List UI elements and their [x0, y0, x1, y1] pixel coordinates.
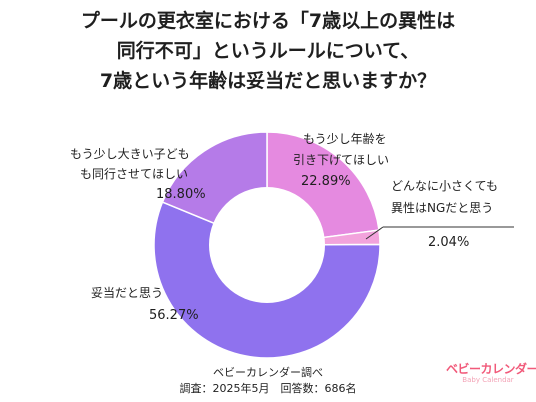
- value-lower-age: 22.89%: [301, 174, 351, 189]
- logo-sub-text: Baby Calendar: [462, 376, 514, 384]
- title-line-3: 7歳という年齢は妥当だと思いますか？: [99, 70, 437, 92]
- label-appropriate: 妥当だと思う: [91, 286, 163, 300]
- label-lower-age-line-1: もう少し年齢を: [303, 131, 387, 146]
- label-lower-age-line-2: 引き下げてほしい: [293, 153, 389, 167]
- value-ng: 2.04%: [428, 235, 469, 250]
- donut-hole: [209, 187, 325, 303]
- chart-title: プールの更衣室における「7歳以上の異性は 同行不可」というルールについて、 7歳…: [0, 6, 536, 96]
- brand-logo: ベビーカレンダー Baby Calendar: [446, 360, 536, 384]
- title-line-1: プールの更衣室における「7歳以上の異性は: [80, 10, 456, 32]
- label-older-line-1: もう少し大きい子ども: [70, 147, 190, 161]
- survey-text: 調査：2025年5月 回答数：686名: [179, 382, 357, 395]
- label-older-line-2: も同行させてほしい: [80, 167, 188, 181]
- title-line-2: 同行不可」というルールについて、: [116, 40, 420, 62]
- source-text: ベビーカレンダー調べ: [213, 366, 323, 379]
- logo-main-text: ベビーカレンダー: [446, 362, 536, 376]
- leader-line: [365, 226, 384, 240]
- label-ng-line-1: どんなに小さくても: [391, 179, 498, 193]
- value-appropriate: 56.27%: [149, 308, 199, 323]
- value-older: 18.80%: [156, 187, 206, 202]
- label-ng-line-2: 異性はNGだと思う: [391, 201, 493, 215]
